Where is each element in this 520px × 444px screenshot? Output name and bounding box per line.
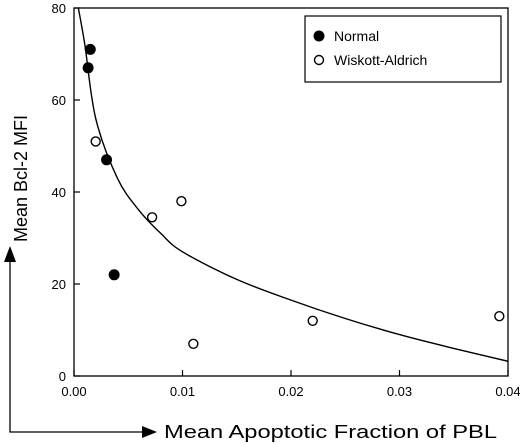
wiskott-aldrich-data-point [90,136,101,147]
normal-data-point [82,62,94,74]
y-tick-label: 20 [52,277,66,292]
wiskott-aldrich-data-point [494,311,505,322]
fit-curve [77,8,508,362]
wiskott-aldrich-data-point [146,212,158,223]
legend-box [304,15,502,83]
x-tick-label: 0.03 [387,384,412,399]
y-axis-title-group: Mean Bcl-2 MFI [4,115,31,410]
data-points-layer [82,43,505,349]
legend-label: Wiskott-Aldrich [334,52,427,68]
x-tick-label: 0.01 [170,384,195,399]
x-axis-title-group: Mean Apoptotic Fraction of PBL [9,410,497,442]
x-tick-label: 0.02 [278,384,303,399]
x-tick-label: 0.04 [495,384,520,399]
y-tick-label: 0 [59,369,66,384]
normal-data-point [84,43,96,55]
normal-data-point [101,154,113,166]
plot-frame [73,7,509,377]
y-axis-arrow-head [4,246,16,262]
y-tick-label: 60 [52,93,66,108]
wiskott-aldrich-data-point [307,315,318,326]
legend: Normal Wiskott-Aldrich [304,15,502,83]
y-axis-title: Mean Bcl-2 MFI [11,115,31,242]
x-axis-title: Mean Apoptotic Fraction of PBL [164,422,497,442]
x-axis-arrow-line [9,410,142,433]
x-tick-label: 0.00 [61,384,86,399]
legend-label: Normal [334,28,379,44]
fit-curve-layer [77,8,508,362]
wiskott-aldrich-data-point [188,338,199,349]
wiskott-aldrich-data-point [176,195,187,207]
legend-marker [313,54,325,66]
y-tick-label: 80 [52,1,66,16]
x-axis-arrow-head [142,426,157,438]
normal-data-point [108,269,120,281]
y-tick-label: 40 [52,185,66,200]
legend-marker [313,30,325,42]
